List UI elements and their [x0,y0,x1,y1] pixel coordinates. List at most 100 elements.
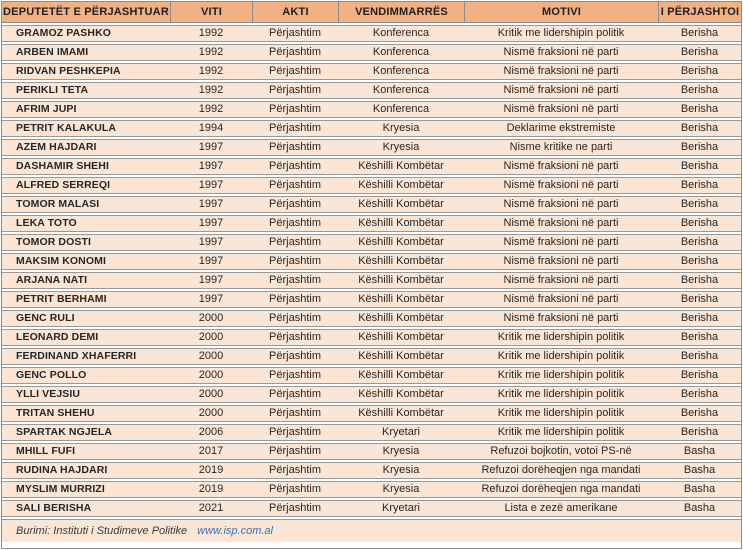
header-cell-expelled-by: I PËRJASHTOI [658,2,741,22]
cell-decision-maker: Konferenca [372,65,430,77]
cell-deputy: GENC POLLO [16,369,87,381]
cell-deputy: LEONARD DEMI [16,331,99,343]
header-cell-year: VITI [170,2,252,22]
table-row: AFRIM JUPI 1992 Përjashtim Konferenca Ni… [2,101,741,118]
cell-expelled-by: Berisha [680,369,719,381]
header-cell-decision-maker: VENDIMMARRËS [338,2,464,22]
cell-expelled-by: Berisha [680,160,719,172]
cell-act: Përjashtim [269,407,321,419]
cell-motive: Nismë fraksioni në parti [503,312,619,324]
cell-act: Përjashtim [269,27,321,39]
cell-decision-maker: Kryesia [382,122,420,134]
cell-act: Përjashtim [269,388,321,400]
cell-deputy: PETRIT KALAKULA [16,122,117,134]
cell-deputy: SPARTAK NGJELA [16,426,113,438]
cell-decision-maker: Këshilli Kombëtar [358,179,444,191]
table-header: DEPUTETËT E PËRJASHTUAR VITI AKTI VENDIM… [2,2,741,23]
cell-act: Përjashtim [269,65,321,77]
cell-year: 1992 [198,65,224,77]
cell-deputy: TRITAN SHEHU [16,407,95,419]
cell-decision-maker: Kryesia [382,445,420,457]
cell-decision-maker: Këshilli Kombëtar [358,293,444,305]
cell-motive: Nismë fraksioni në parti [503,198,619,210]
cell-motive: Kritik me lidershipin politik [497,407,625,419]
cell-year: 2019 [198,483,224,495]
cell-deputy: LEKA TOTO [16,217,77,229]
cell-motive: Kritik me lidershipin politik [497,331,625,343]
cell-motive: Deklarime ekstremiste [506,122,616,134]
cell-act: Përjashtim [269,483,321,495]
table-row: FERDINAND XHAFERRI 2000 Përjashtim Këshi… [2,348,741,365]
cell-expelled-by: Basha [683,445,716,457]
table-row: GENC RULI 2000 Përjashtim Këshilli Kombë… [2,310,741,327]
cell-act: Përjashtim [269,198,321,210]
cell-act: Përjashtim [269,274,321,286]
table-row: PETRIT KALAKULA 1994 Përjashtim Kryesia … [2,120,741,137]
cell-year: 2021 [198,502,224,514]
cell-year: 1997 [198,160,224,172]
cell-motive: Refuzoi dorëheqjen nga mandati [481,483,641,495]
cell-act: Përjashtim [269,84,321,96]
cell-decision-maker: Këshilli Kombëtar [358,160,444,172]
cell-act: Përjashtim [269,255,321,267]
cell-expelled-by: Berisha [680,198,719,210]
cell-expelled-by: Berisha [680,84,719,96]
cell-motive: Kritik me lidershipin politik [497,27,625,39]
cell-act: Përjashtim [269,445,321,457]
table-row: YLLI VEJSIU 2000 Përjashtim Këshilli Kom… [2,386,741,403]
cell-decision-maker: Kryesia [382,483,420,495]
table-body: GRAMOZ PASHKO 1992 Përjashtim Konferenca… [2,25,741,517]
cell-year: 2000 [198,331,224,343]
cell-deputy: ALFRED SERREQI [16,179,111,191]
table-row: SALI BERISHA 2021 Përjashtim Kryetari Li… [2,500,741,517]
cell-decision-maker: Konferenca [372,46,430,58]
cell-year: 1992 [198,27,224,39]
cell-year: 1997 [198,141,224,153]
cell-act: Përjashtim [269,312,321,324]
cell-decision-maker: Këshilli Kombëtar [358,255,444,267]
cell-year: 2000 [198,312,224,324]
cell-year: 1997 [198,179,224,191]
cell-year: 2000 [198,369,224,381]
table-row: ARJANA NATI 1997 Përjashtim Këshilli Kom… [2,272,741,289]
cell-motive: Refuzoi bojkotin, votoi PS-në [490,445,632,457]
cell-motive: Nismë fraksioni në parti [503,65,619,77]
cell-act: Përjashtim [269,293,321,305]
cell-motive: Kritik me lidershipin politik [497,350,625,362]
cell-year: 1997 [198,274,224,286]
cell-expelled-by: Berisha [680,350,719,362]
table-row: PERIKLI TETA 1992 Përjashtim Konferenca … [2,82,741,99]
table-row: TRITAN SHEHU 2000 Përjashtim Këshilli Ko… [2,405,741,422]
cell-act: Përjashtim [269,122,321,134]
cell-decision-maker: Këshilli Kombëtar [358,198,444,210]
cell-expelled-by: Basha [683,464,716,476]
cell-expelled-by: Berisha [680,274,719,286]
source-footer: Burimi: Instituti i Studimeve Politike ww… [2,519,741,542]
cell-deputy: AZEM HAJDARI [16,141,97,153]
cell-decision-maker: Kryetari [382,426,420,438]
cell-expelled-by: Basha [683,483,716,495]
cell-expelled-by: Berisha [680,141,719,153]
cell-motive: Kritik me lidershipin politik [497,426,625,438]
table-row: GRAMOZ PASHKO 1992 Përjashtim Konferenca… [2,25,741,42]
source-label: Burimi: Instituti i Studimeve Politike [16,525,188,537]
table-row: RIDVAN PESHKEPIA 1992 Përjashtim Konfere… [2,63,741,80]
table-row: LEONARD DEMI 2000 Përjashtim Këshilli Ko… [2,329,741,346]
cell-motive: Nismë fraksioni në parti [503,255,619,267]
cell-expelled-by: Berisha [680,103,719,115]
cell-motive: Nismë fraksioni në parti [503,103,619,115]
cell-deputy: FERDINAND XHAFERRI [16,350,137,362]
cell-decision-maker: Konferenca [372,103,430,115]
cell-expelled-by: Berisha [680,217,719,229]
cell-decision-maker: Këshilli Kombëtar [358,407,444,419]
cell-decision-maker: Këshilli Kombëtar [358,331,444,343]
cell-expelled-by: Berisha [680,65,719,77]
cell-deputy: TOMOR MALASI [16,198,100,210]
cell-motive: Nismë fraksioni në parti [503,274,619,286]
header-cell-deputy: DEPUTETËT E PËRJASHTUAR [3,6,169,18]
source-link[interactable]: www.isp.com.al [197,525,273,537]
cell-year: 1992 [198,84,224,96]
cell-year: 1992 [198,103,224,115]
cell-act: Përjashtim [269,141,321,153]
